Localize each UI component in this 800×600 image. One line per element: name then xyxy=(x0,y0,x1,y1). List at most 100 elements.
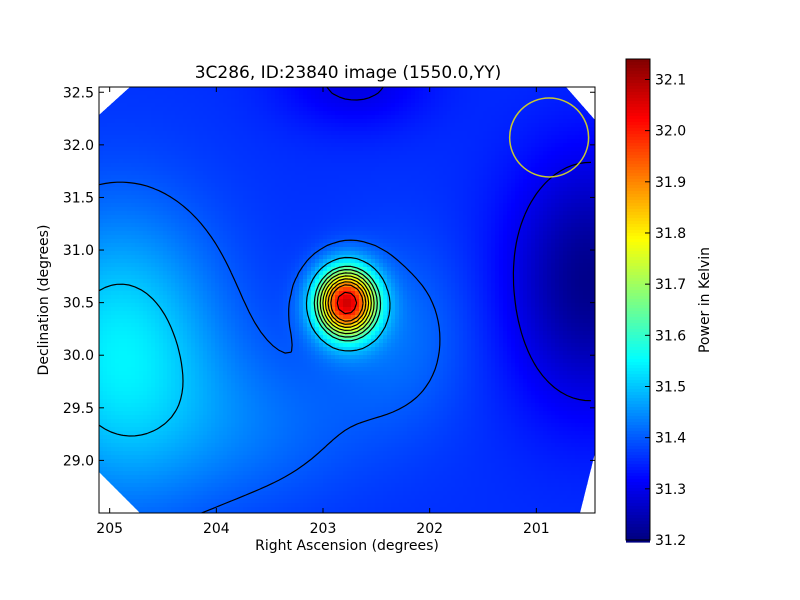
heatmap-cell xyxy=(415,143,420,148)
heatmap-cell xyxy=(579,99,584,104)
heatmap-cell xyxy=(99,211,104,216)
heatmap-cell xyxy=(547,87,552,92)
heatmap-cell xyxy=(151,119,156,124)
heatmap-cell xyxy=(143,235,148,240)
heatmap-cell xyxy=(355,139,360,144)
heatmap-cell xyxy=(355,179,360,184)
heatmap-cell xyxy=(227,119,232,124)
heatmap-cell xyxy=(495,159,500,164)
heatmap-cell xyxy=(219,239,224,244)
heatmap-cell xyxy=(211,215,216,220)
heatmap-cell xyxy=(303,147,308,152)
heatmap-cell xyxy=(135,127,140,132)
heatmap-cell xyxy=(483,207,488,212)
heatmap-cell xyxy=(231,143,236,148)
heatmap-cell xyxy=(571,155,576,160)
heatmap-cell xyxy=(379,199,384,204)
heatmap-cell xyxy=(471,127,476,132)
heatmap-cell xyxy=(567,215,572,220)
heatmap-cell xyxy=(271,159,276,164)
heatmap-cell xyxy=(247,135,252,140)
heatmap-cell xyxy=(587,123,592,128)
heatmap-cell xyxy=(123,123,128,128)
heatmap-cell xyxy=(519,127,524,132)
heatmap-cell xyxy=(539,163,544,168)
heatmap-cell xyxy=(307,103,312,108)
heatmap-cell xyxy=(239,107,244,112)
heatmap-cell xyxy=(243,223,248,228)
heatmap-cell xyxy=(571,231,576,236)
heatmap-cell xyxy=(359,207,364,212)
heatmap-cell xyxy=(259,223,264,228)
heatmap-cell xyxy=(99,191,104,196)
heatmap-cell xyxy=(331,219,336,224)
heatmap-cell xyxy=(175,99,180,104)
heatmap-cell xyxy=(319,195,324,200)
heatmap-cell xyxy=(159,231,164,236)
heatmap-cell xyxy=(467,195,472,200)
heatmap-cell xyxy=(439,127,444,132)
heatmap-cell xyxy=(199,243,204,248)
heatmap-cell xyxy=(511,167,516,172)
heatmap-cell xyxy=(191,239,196,244)
heatmap-cell xyxy=(543,167,548,172)
heatmap-cell xyxy=(275,131,280,136)
heatmap-cell xyxy=(383,231,388,236)
heatmap-cell xyxy=(399,139,404,144)
heatmap-cell xyxy=(531,143,536,148)
heatmap-cell xyxy=(255,219,260,224)
heatmap-cell xyxy=(267,183,272,188)
heatmap-cell xyxy=(243,215,248,220)
heatmap-cell xyxy=(351,187,356,192)
heatmap-cell xyxy=(195,159,200,164)
heatmap-cell xyxy=(351,191,356,196)
heatmap-cell xyxy=(103,119,108,124)
heatmap-cell xyxy=(103,203,108,208)
heatmap-cell xyxy=(199,235,204,240)
heatmap-cell xyxy=(539,95,544,100)
heatmap-cell xyxy=(123,159,128,164)
heatmap-cell xyxy=(383,139,388,144)
heatmap-cell xyxy=(587,219,592,224)
heatmap-cell xyxy=(407,227,412,232)
heatmap-cell xyxy=(115,195,120,200)
heatmap-cell xyxy=(439,211,444,216)
heatmap-cell xyxy=(307,207,312,212)
heatmap-cell xyxy=(223,159,228,164)
heatmap-cell xyxy=(555,175,560,180)
heatmap-cell xyxy=(375,123,380,128)
heatmap-cell xyxy=(147,111,152,116)
heatmap-cell xyxy=(267,231,272,236)
heatmap-cell xyxy=(271,155,276,160)
heatmap-cell xyxy=(555,203,560,208)
heatmap-cell xyxy=(251,159,256,164)
heatmap-cell xyxy=(503,239,508,244)
heatmap-cell xyxy=(107,235,112,240)
heatmap-cell xyxy=(127,123,132,128)
heatmap-cell xyxy=(139,223,144,228)
heatmap-cell xyxy=(499,191,504,196)
heatmap-cell xyxy=(435,127,440,132)
heatmap-cell xyxy=(263,147,268,152)
heatmap-cell xyxy=(235,243,240,248)
heatmap-cell xyxy=(307,135,312,140)
heatmap-cell xyxy=(231,147,236,152)
heatmap-cell xyxy=(531,183,536,188)
heatmap-cell xyxy=(579,107,584,112)
heatmap-cell xyxy=(351,159,356,164)
heatmap-cell xyxy=(467,203,472,208)
heatmap-cell xyxy=(303,179,308,184)
heatmap-cell xyxy=(159,99,164,104)
heatmap-cell xyxy=(163,183,168,188)
heatmap-cell xyxy=(443,223,448,228)
heatmap-cell xyxy=(219,127,224,132)
heatmap-cell xyxy=(215,167,220,172)
heatmap-cell xyxy=(147,115,152,120)
heatmap-cell xyxy=(555,191,560,196)
heatmap-cell xyxy=(415,103,420,108)
heatmap-cell xyxy=(323,207,328,212)
heatmap-cell xyxy=(207,131,212,136)
heatmap-cell xyxy=(99,183,104,188)
heatmap-cell xyxy=(263,163,268,168)
heatmap-cell xyxy=(431,203,436,208)
